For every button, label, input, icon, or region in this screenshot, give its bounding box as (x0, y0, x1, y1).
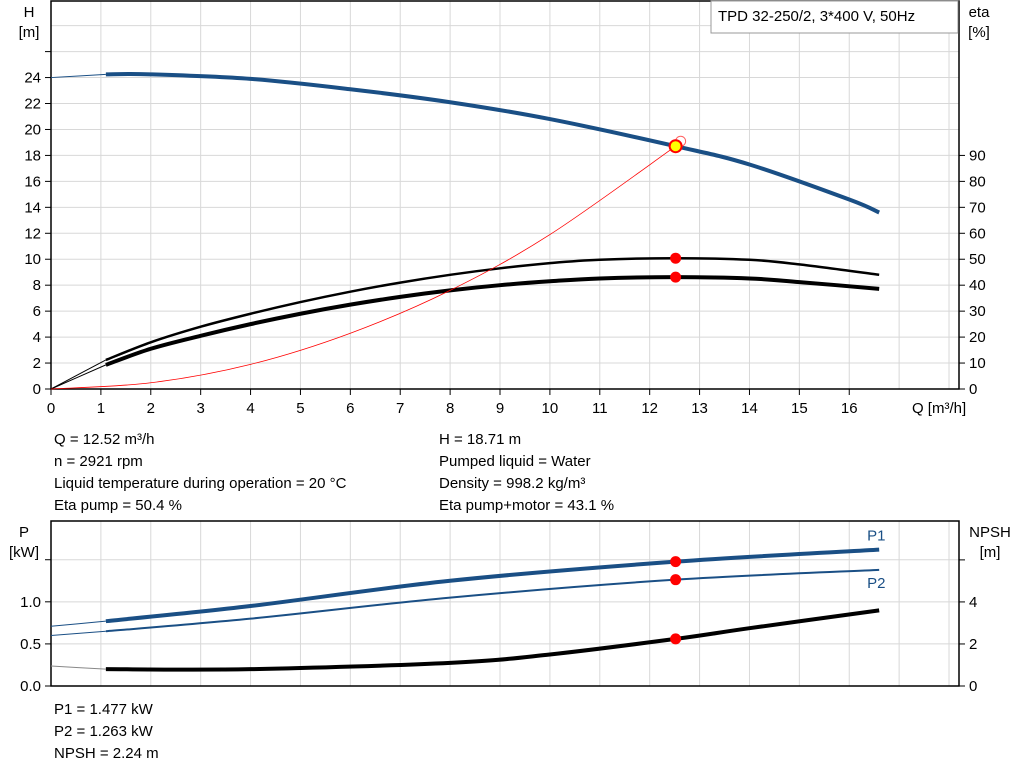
y-axis-label-left: H (24, 4, 35, 21)
x-tick-label: 2 (147, 400, 155, 417)
y-tick-label-left: 20 (24, 121, 41, 138)
y-tick-label-right: 70 (969, 199, 986, 216)
info-npsh: NPSH = 2.24 m (54, 745, 159, 762)
chart-title: TPD 32-250/2, 3*400 V, 50Hz (718, 8, 915, 25)
eta-pump-point (670, 252, 682, 264)
x-tick-label: 10 (542, 400, 559, 417)
npsh-curve (105, 608, 880, 672)
title-box (710, 0, 959, 34)
x-tick-label: 15 (791, 400, 808, 417)
x-tick-label: 6 (346, 400, 354, 417)
y-axis-unit-right: [%] (968, 24, 990, 41)
y-tick-label-right: 0 (969, 678, 977, 695)
y-tick-label-right: 60 (969, 225, 986, 242)
x-axis-label: Q [m³/h] (912, 400, 966, 417)
y-tick-label-right: 80 (969, 173, 986, 190)
info-density: Density = 998.2 kg/m³ (439, 475, 586, 492)
system-curve (50, 145, 676, 390)
y-tick-label-left: 10 (24, 251, 41, 268)
info-h: H = 18.71 m (439, 431, 522, 448)
series-label-p1: P1 (867, 528, 885, 545)
y-tick-label-right: 40 (969, 277, 986, 294)
x-tick-label: 9 (496, 400, 504, 417)
info-temp: Liquid temperature during operation = 20… (54, 475, 347, 492)
y-tick-label-left: 12 (24, 225, 41, 242)
y-axis-unit-left: [kW] (9, 544, 39, 561)
y-tick-label-left: 24 (24, 70, 41, 87)
y-tick-label-left: 8 (33, 277, 41, 294)
x-tick-label: 11 (592, 400, 608, 417)
plot-frame (50, 520, 960, 687)
y-tick-label-left: 0 (33, 381, 41, 398)
y-axis-unit-right: [m] (980, 544, 1001, 561)
x-tick-label: 1 (97, 400, 105, 417)
curve-extension (50, 73, 106, 79)
y-axis-label-right: eta (969, 4, 991, 21)
x-tick-label: 8 (446, 400, 454, 417)
y-tick-label-right: 10 (969, 355, 986, 372)
p1-curve (105, 547, 880, 624)
y-tick-label-left: 0.5 (20, 636, 41, 653)
y-tick-label-right: 50 (969, 251, 986, 268)
h-curve (105, 71, 881, 215)
x-tick-label: 4 (246, 400, 254, 417)
y-tick-label-left: 2 (33, 355, 41, 372)
info-liquid: Pumped liquid = Water (439, 453, 591, 470)
info-eta-total: Eta pump+motor = 43.1 % (439, 497, 615, 514)
y-tick-label-right: 90 (969, 147, 986, 164)
curve-extension (50, 364, 107, 390)
curve-extension (50, 620, 106, 627)
x-tick-label: 3 (196, 400, 204, 417)
x-tick-label: 7 (396, 400, 404, 417)
x-tick-label: 16 (841, 400, 858, 417)
y-tick-label-right: 4 (969, 594, 977, 611)
y-axis-label-right: NPSH (969, 524, 1011, 541)
p2-curve (105, 568, 880, 633)
duty-point (668, 139, 683, 154)
y-tick-label-left: 0.0 (20, 678, 41, 695)
y-tick-label-left: 18 (24, 147, 41, 164)
x-tick-label: 12 (641, 400, 658, 417)
eta-pump-curve (105, 256, 880, 362)
operating-point (670, 556, 682, 568)
y-tick-label-left: 4 (33, 329, 41, 346)
info-p1: P1 = 1.477 kW (54, 701, 153, 718)
x-tick-label: 5 (296, 400, 304, 417)
info-n: n = 2921 rpm (54, 453, 143, 470)
operating-point (670, 574, 682, 586)
y-tick-label-left: 22 (24, 96, 41, 113)
y-tick-label-right: 20 (969, 329, 986, 346)
curve-extension (50, 630, 106, 636)
info-eta-pump: Eta pump = 50.4 % (54, 497, 182, 514)
y-tick-label-right: 30 (969, 303, 986, 320)
y-tick-label-left: 14 (24, 199, 41, 216)
y-tick-label-left: 1.0 (20, 594, 41, 611)
info-p2: P2 = 1.263 kW (54, 723, 153, 740)
series-label-p2: P2 (867, 575, 885, 592)
y-axis-label-left: P (19, 524, 29, 541)
x-tick-label: 14 (741, 400, 758, 417)
curve-extension (50, 665, 106, 670)
y-tick-label-left: 6 (33, 303, 41, 320)
eta-total-point (670, 271, 682, 283)
plot-frame (50, 0, 960, 390)
eta-total-curve (105, 275, 880, 367)
y-tick-label-right: 2 (969, 636, 977, 653)
x-tick-label: 0 (47, 400, 55, 417)
operating-point (670, 633, 682, 645)
y-tick-label-right: 0 (969, 381, 977, 398)
info-q: Q = 12.52 m³/h (54, 431, 155, 448)
x-tick-label: 13 (691, 400, 708, 417)
y-axis-unit-left: [m] (19, 24, 40, 41)
y-tick-label-left: 16 (24, 173, 41, 190)
curve-extension (50, 359, 107, 390)
